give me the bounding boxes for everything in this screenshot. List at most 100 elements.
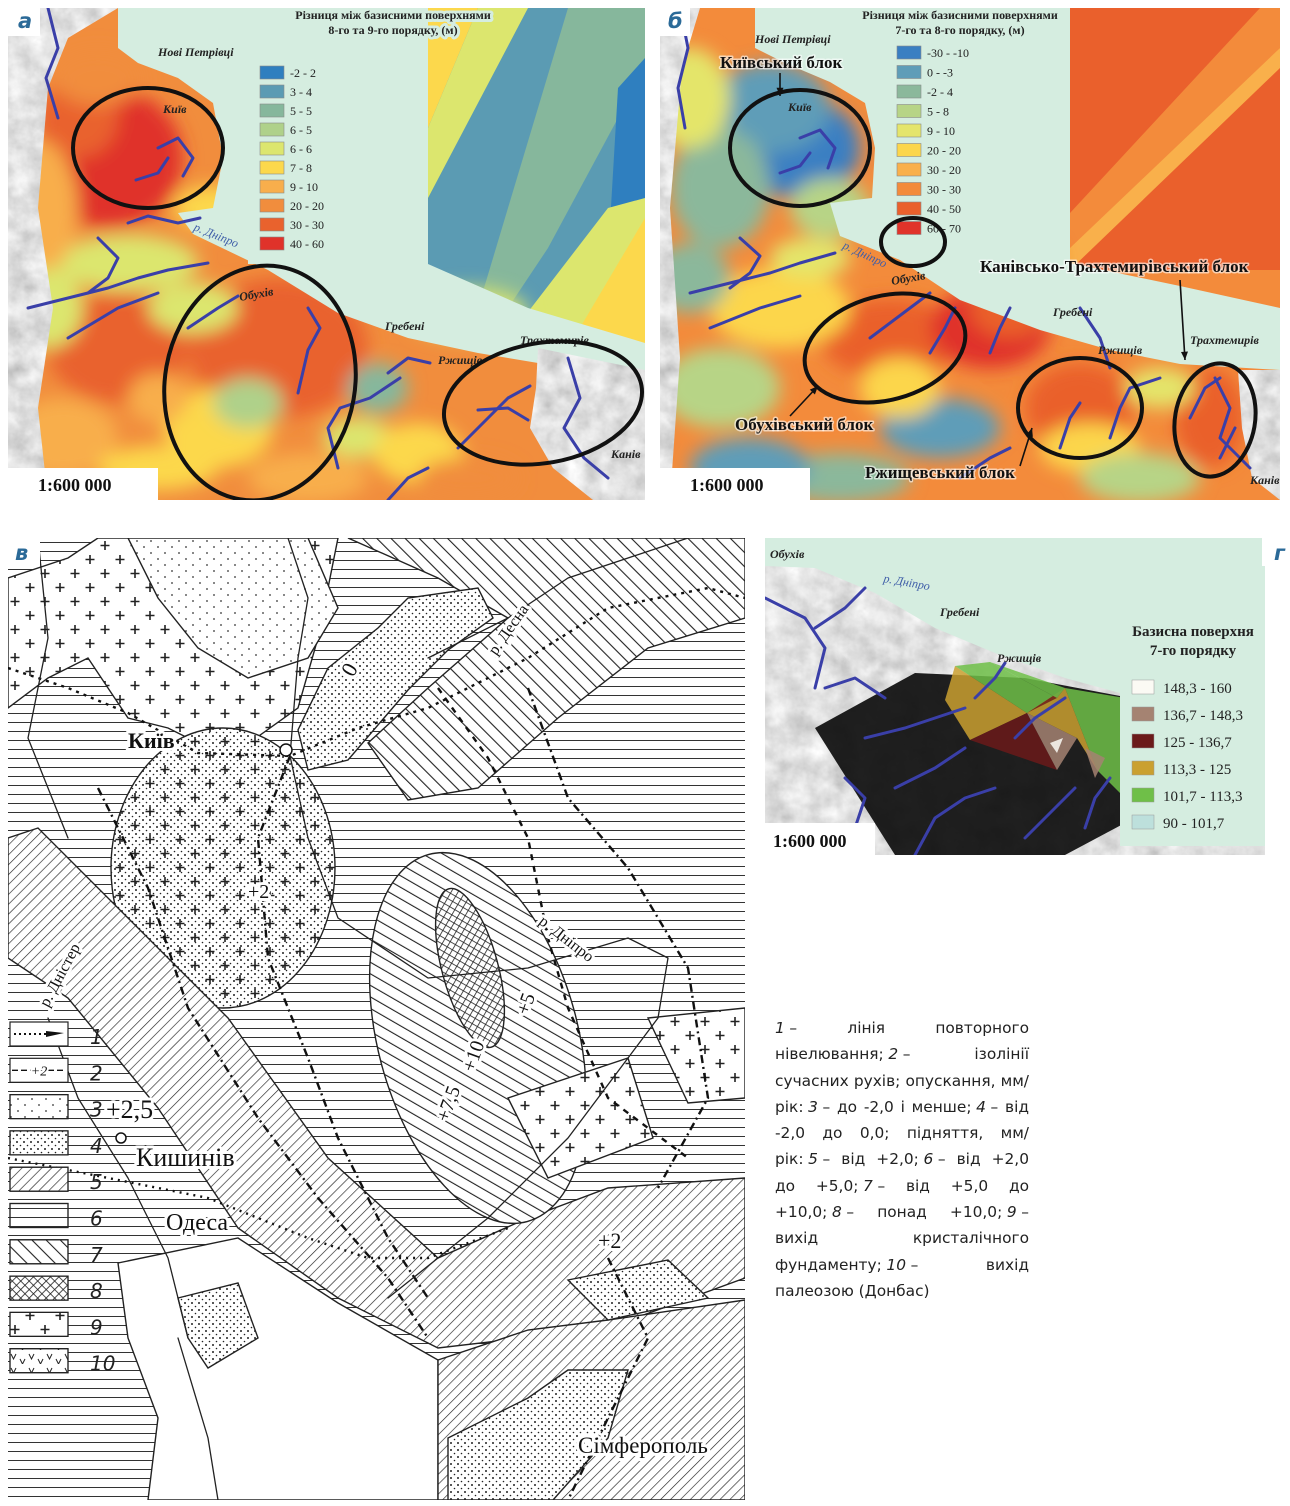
- legend-swatch-fill: [10, 1204, 68, 1228]
- legend-title: Базисна поверхня: [1132, 624, 1254, 640]
- place-label: Київ: [128, 728, 175, 753]
- legend-label: 9 - 10: [290, 180, 318, 194]
- legend-swatch-fill: [10, 1312, 68, 1336]
- legend-label: 3 - 4: [290, 85, 312, 99]
- caption-number: 2: [888, 1045, 898, 1063]
- legend-number: 2: [90, 1061, 103, 1085]
- scale-label: 1:600 000: [773, 831, 847, 851]
- isoline-label: +2: [598, 1228, 621, 1253]
- caption-number: 4: [976, 1098, 986, 1116]
- legend-number: 1: [90, 1025, 103, 1049]
- heat-blob: [128, 373, 188, 423]
- legend-swatch: [260, 161, 284, 174]
- legend-swatch-fill: [10, 1131, 68, 1155]
- legend-label: 6 - 6: [290, 142, 312, 156]
- legend-swatch: [1132, 680, 1154, 694]
- legend-swatch: [260, 142, 284, 155]
- legend-label: 0 - -3: [927, 66, 953, 80]
- caption-number: 7: [863, 1177, 873, 1195]
- page: Maps html, body { margin: 0; padding: 0;…: [0, 0, 1290, 1506]
- heat-blob: [213, 378, 283, 428]
- place-label: Трахтемирів: [1190, 333, 1259, 347]
- legend-swatch-fill: [10, 1240, 68, 1264]
- panel-letter: б: [668, 9, 683, 33]
- legend-number: 8: [90, 1279, 103, 1303]
- legend-number: 5: [90, 1170, 103, 1194]
- legend-swatch: [260, 104, 284, 117]
- caption-text: – понад +10,0;: [846, 1203, 1002, 1221]
- legend-swatch-fill: [10, 1167, 68, 1191]
- legend-label: 125 - 136,7: [1163, 735, 1232, 751]
- place-label: Канів: [610, 447, 641, 461]
- legend-label: 90 - 101,7: [1163, 816, 1225, 832]
- panel-c: Київр. Деснар. Дніпрор. ДністерКишинівОд…: [8, 538, 745, 1500]
- place-label: Гребені: [939, 605, 980, 619]
- legend-swatch: [897, 202, 921, 215]
- legend-label: 101,7 - 113,3: [1163, 789, 1242, 805]
- legend-swatch: [260, 123, 284, 136]
- legend-label: 6 - 5: [290, 123, 312, 137]
- scale-label: 1:600 000: [690, 475, 764, 495]
- caption-text: – від +2,0;: [823, 1150, 919, 1168]
- caption-text: – до -2,0 і менше;: [823, 1098, 972, 1116]
- isoline-label: +2,5: [106, 1095, 153, 1124]
- legend-title: 7-го порядку: [1150, 643, 1237, 659]
- legend-label: 113,3 - 125: [1163, 762, 1231, 778]
- legend-swatch-fill: [10, 1095, 68, 1119]
- map-title: Різниця між базисними поверхнями: [295, 8, 491, 22]
- legend-swatch: [897, 85, 921, 98]
- caption-number: 8: [832, 1203, 842, 1221]
- city-marker: [116, 1133, 126, 1143]
- place-label: Київ: [162, 102, 187, 116]
- legend-number: 10: [90, 1352, 115, 1376]
- heat-blob: [53, 50, 143, 106]
- legend-label: 40 - 60: [290, 237, 324, 251]
- place-label: Нові Петрівці: [157, 45, 234, 59]
- place-label: Гребені: [384, 319, 425, 333]
- legend-number: 7: [90, 1243, 103, 1267]
- place-label: Обухів: [770, 547, 805, 561]
- legend-swatch: [1132, 734, 1154, 748]
- map-title: 8-го та 9-го порядку, (м): [328, 23, 457, 37]
- caption-number: 3: [808, 1098, 818, 1116]
- panel-letter: в: [15, 541, 28, 565]
- caption-number: 1: [775, 1019, 785, 1037]
- legend-label: 7 - 8: [290, 161, 312, 175]
- isoline-label: +2: [248, 881, 269, 903]
- legend-label: 30 - 30: [927, 183, 961, 197]
- legend-swatch: [260, 237, 284, 250]
- place-label: Сімферополь: [578, 1433, 708, 1458]
- panel-a: -2 - 23 - 45 - 56 - 56 - 67 - 89 - 1020 …: [0, 8, 652, 516]
- block-label: Канівсько-Трахтемирівський блок: [980, 257, 1249, 276]
- legend-swatch: [260, 180, 284, 193]
- place-label: Одеса: [166, 1210, 228, 1236]
- legend-number: 3: [90, 1098, 103, 1122]
- figure: -2 - 23 - 45 - 56 - 56 - 67 - 89 - 1020 …: [0, 0, 1290, 1506]
- legend-swatch: [897, 222, 921, 235]
- legend-label: 136,7 - 148,3: [1163, 708, 1243, 724]
- legend-label: 20 - 20: [290, 199, 324, 213]
- place-label: Нові Петрівці: [754, 32, 831, 46]
- caption: 1– лінія повторного нівелювання;2– ізолі…: [775, 1015, 1029, 1304]
- legend-label: 30 - 20: [927, 163, 961, 177]
- legend-swatch: [897, 163, 921, 176]
- legend-label: 148,3 - 160: [1163, 681, 1232, 697]
- legend-number: 4: [90, 1134, 103, 1158]
- legend-sample: +2: [31, 1064, 47, 1079]
- caption-number: 5: [808, 1150, 818, 1168]
- legend-label: 9 - 10: [927, 124, 955, 138]
- legend-swatch: [897, 124, 921, 137]
- legend-swatch: [260, 199, 284, 212]
- legend-label: -2 - 2: [290, 66, 316, 80]
- place-label: Канів: [1249, 473, 1280, 487]
- place-label: Київ: [787, 100, 812, 114]
- legend-label: -30 - -10: [927, 46, 969, 60]
- caption-number: 9: [1007, 1203, 1017, 1221]
- panel-letter: г: [1274, 541, 1286, 565]
- legend-swatch: [1132, 788, 1154, 802]
- legend-swatch-fill: [10, 1349, 68, 1373]
- panel-letter: а: [18, 9, 32, 33]
- place-label: Гребені: [1052, 305, 1093, 319]
- legend-swatch: [897, 183, 921, 196]
- place-label: Ржищів: [1098, 343, 1143, 357]
